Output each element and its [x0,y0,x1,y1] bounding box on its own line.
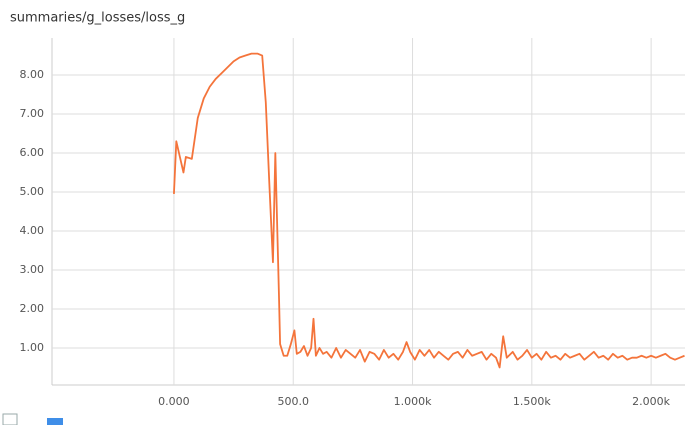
y-tick-label: 2.00 [20,302,45,315]
y-tick-label: 7.00 [20,107,45,120]
y-tick-label: 8.00 [20,68,45,81]
x-tick-label: 1.000k [394,395,432,408]
x-tick-label: 500.0 [277,395,309,408]
icon[interactable] [2,413,18,425]
icon[interactable] [47,418,63,425]
x-tick-label: 1.500k [513,395,551,408]
y-tick-label: 5.00 [20,185,45,198]
x-tick-label: 2.000k [632,395,670,408]
y-tick-label: 3.00 [20,263,45,276]
y-tick-label: 6.00 [20,146,45,159]
chart-title: summaries/g_losses/loss_g [10,11,185,26]
line [173,52,685,369]
y-tick-label: 1.00 [20,341,45,354]
y-tick-label: 4.00 [20,224,45,237]
x-tick-label: 0.000 [158,395,190,408]
